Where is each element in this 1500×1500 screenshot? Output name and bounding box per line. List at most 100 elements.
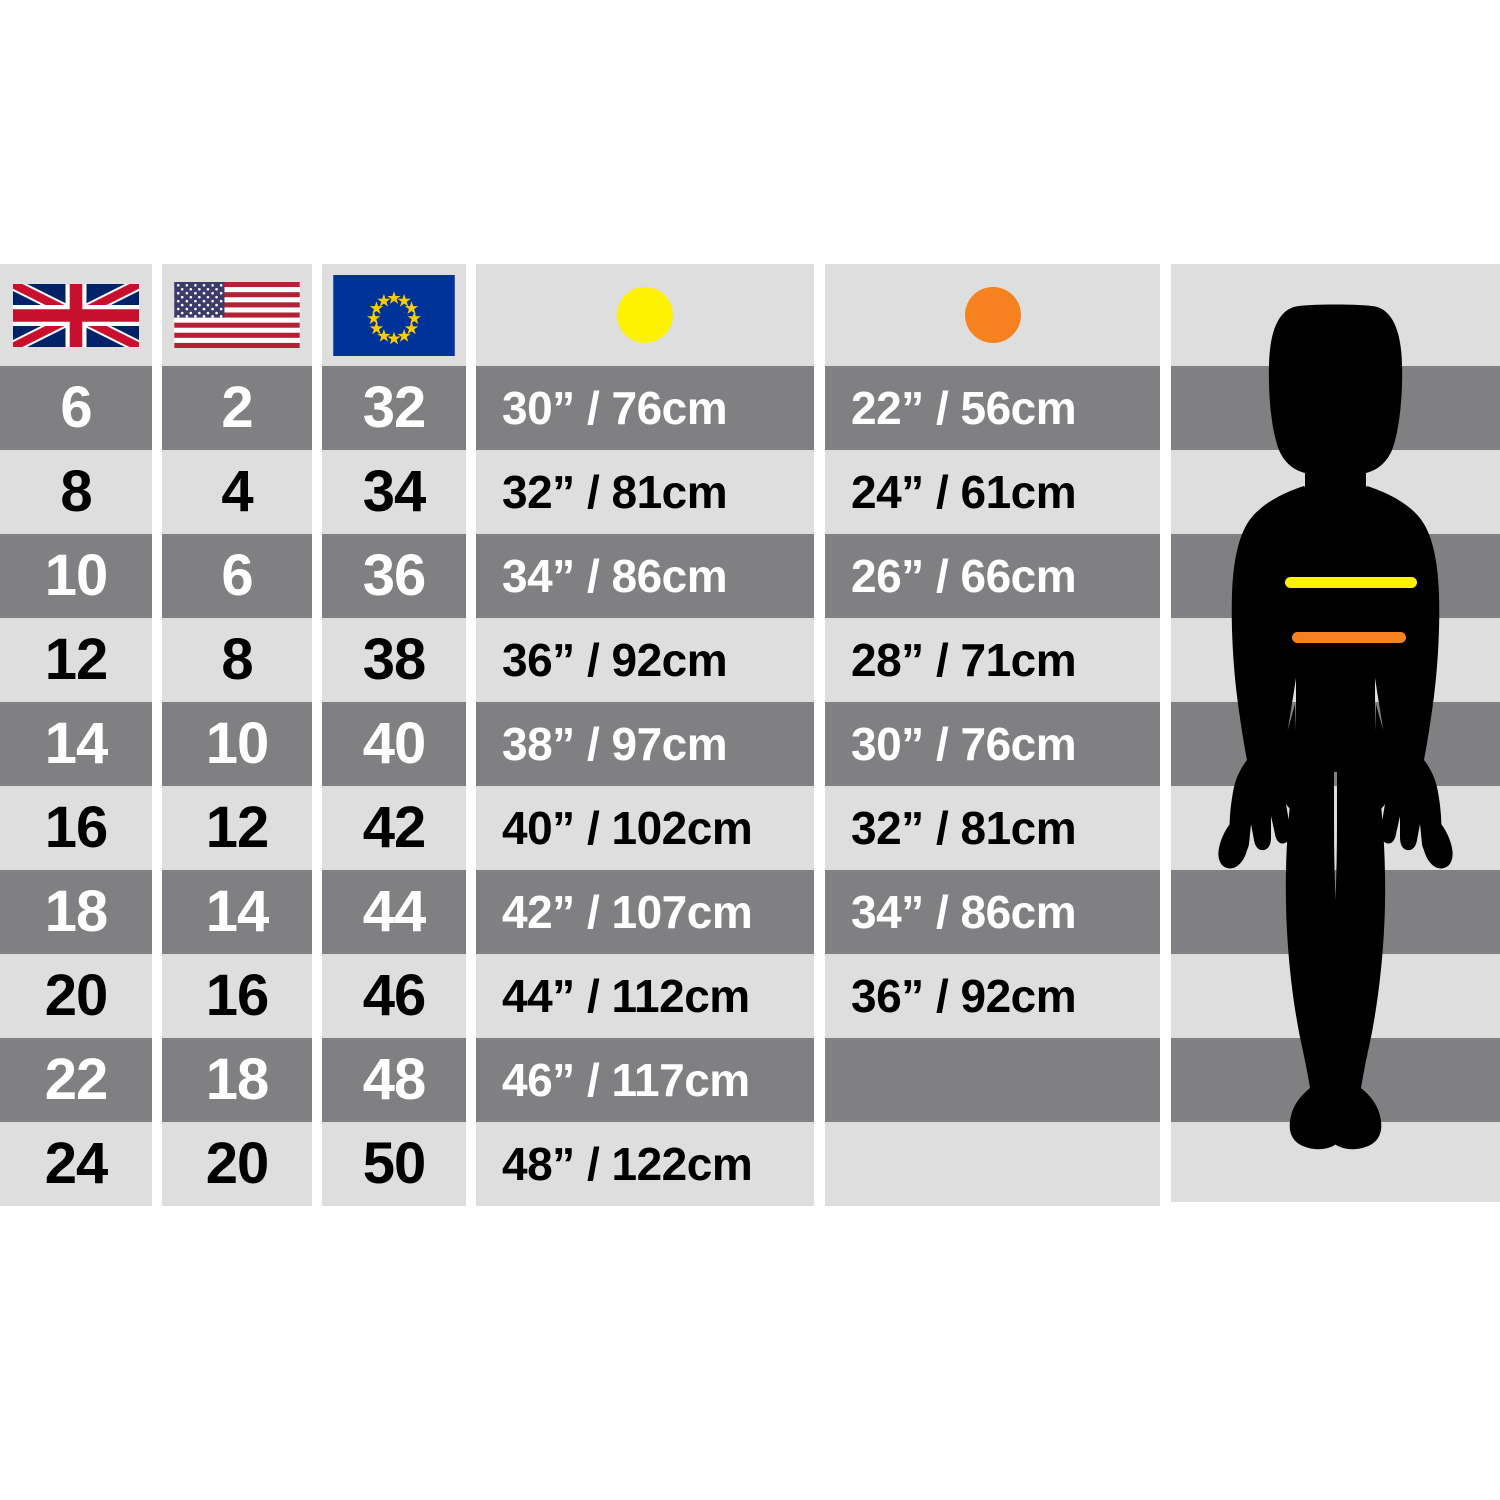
column-header-uk [0,264,152,366]
table-cell-waist-empty [825,1038,1160,1122]
cell-value: 28” / 71cm [851,634,1077,686]
table-cell-bust: 46” / 117cm [476,1038,814,1122]
table-cell-bust: 38” / 97cm [476,702,814,786]
table-cell-eu: 40 [322,702,466,786]
cell-value: 14 [44,711,109,776]
cell-value: 46 [362,963,427,1028]
cell-value: 18 [205,1047,270,1112]
table-cell-uk: 18 [0,870,152,954]
table-cell-waist: 30” / 76cm [825,702,1160,786]
table-cell-bust: 34” / 86cm [476,534,814,618]
table-cell-bust: 40” / 102cm [476,786,814,870]
table-cell-eu: 38 [322,618,466,702]
cell-value: 4 [221,459,253,524]
us-flag-icon [174,282,300,348]
table-cell-eu: 32 [322,366,466,450]
cell-value: 10 [44,543,109,608]
cell-value: 24” / 61cm [851,466,1077,518]
cell-value: 30” / 76cm [502,382,728,434]
yellow-circle-icon [617,287,673,343]
column-figure [1171,264,1500,1202]
cell-value: 48” / 122cm [502,1138,753,1190]
table-cell-eu: 50 [322,1122,466,1206]
table-cell-eu: 36 [322,534,466,618]
uk-flag-icon [13,283,139,347]
column-waist: 22” / 56cm 24” / 61cm 26” / 66cm 28” / 7… [825,264,1160,1206]
column-header-waist [825,264,1160,366]
table-cell-us: 20 [162,1122,312,1206]
cell-value: 30” / 76cm [851,718,1077,770]
cell-value: 16 [205,963,270,1028]
column-us: 2 4 6 8 10 12 14 16 18 20 [162,264,312,1206]
orange-waist-measure-band [1292,632,1406,643]
table-cell-us: 12 [162,786,312,870]
table-cell-bust: 48” / 122cm [476,1122,814,1206]
cell-value: 12 [44,627,109,692]
table-cell-bust: 32” / 81cm [476,450,814,534]
yellow-bust-measure-band [1285,577,1417,588]
cell-value: 16 [44,795,109,860]
cell-value: 44 [362,879,427,944]
female-body-silhouette-icon [1218,304,1453,1150]
table-cell-us: 16 [162,954,312,1038]
cell-value: 12 [205,795,270,860]
cell-value: 8 [221,627,253,692]
cell-value: 32 [362,375,427,440]
column-header-eu [322,264,466,366]
cell-value: 42” / 107cm [502,886,753,938]
cell-value: 42 [362,795,427,860]
size-conversion-chart: 6 8 10 12 14 16 18 20 22 24 [0,264,1500,1206]
table-cell-us: 14 [162,870,312,954]
cell-value: 2 [221,375,253,440]
table-cell-uk: 8 [0,450,152,534]
table-cell-us: 6 [162,534,312,618]
table-cell-waist: 28” / 71cm [825,618,1160,702]
table-cell-uk: 10 [0,534,152,618]
cell-value: 32” / 81cm [851,802,1077,854]
table-cell-uk: 6 [0,366,152,450]
table-cell-us: 4 [162,450,312,534]
cell-value: 48 [362,1047,427,1112]
cell-value: 24 [44,1131,109,1196]
cell-value: 32” / 81cm [502,466,728,518]
cell-value: 40 [362,711,427,776]
table-cell-uk: 16 [0,786,152,870]
cell-value: 14 [205,879,270,944]
cell-value: 20 [205,1131,270,1196]
table-cell-eu: 34 [322,450,466,534]
cell-value: 18 [44,879,109,944]
cell-value: 50 [362,1131,427,1196]
cell-value: 22” / 56cm [851,382,1077,434]
orange-circle-icon [964,287,1021,343]
cell-value: 34” / 86cm [502,550,728,602]
cell-value: 10 [205,711,270,776]
cell-value: 40” / 102cm [502,802,753,854]
table-cell-waist: 32” / 81cm [825,786,1160,870]
cell-value: 6 [221,543,253,608]
cell-value: 8 [60,459,92,524]
column-bust: 30” / 76cm 32” / 81cm 34” / 86cm 36” / 9… [476,264,814,1206]
cell-value: 36” / 92cm [851,970,1077,1022]
table-cell-eu: 42 [322,786,466,870]
table-cell-uk: 20 [0,954,152,1038]
table-cell-waist: 34” / 86cm [825,870,1160,954]
table-cell-us: 10 [162,702,312,786]
table-cell-eu: 44 [322,870,466,954]
table-cell-waist: 26” / 66cm [825,534,1160,618]
table-cell-bust: 36” / 92cm [476,618,814,702]
table-cell-uk: 14 [0,702,152,786]
column-eu: 32 34 36 38 40 42 44 46 48 50 [322,264,466,1206]
table-cell-waist: 24” / 61cm [825,450,1160,534]
table-cell-us: 2 [162,366,312,450]
table-cell-us: 8 [162,618,312,702]
cell-value: 38” / 97cm [502,718,728,770]
table-cell-uk: 24 [0,1122,152,1206]
cell-value: 46” / 117cm [502,1054,750,1106]
table-cell-waist-empty [825,1122,1160,1206]
cell-value: 26” / 66cm [851,550,1077,602]
column-uk: 6 8 10 12 14 16 18 20 22 24 [0,264,152,1206]
table-cell-us: 18 [162,1038,312,1122]
cell-value: 44” / 112cm [502,970,750,1022]
table-cell-uk: 22 [0,1038,152,1122]
cell-value: 22 [44,1047,109,1112]
